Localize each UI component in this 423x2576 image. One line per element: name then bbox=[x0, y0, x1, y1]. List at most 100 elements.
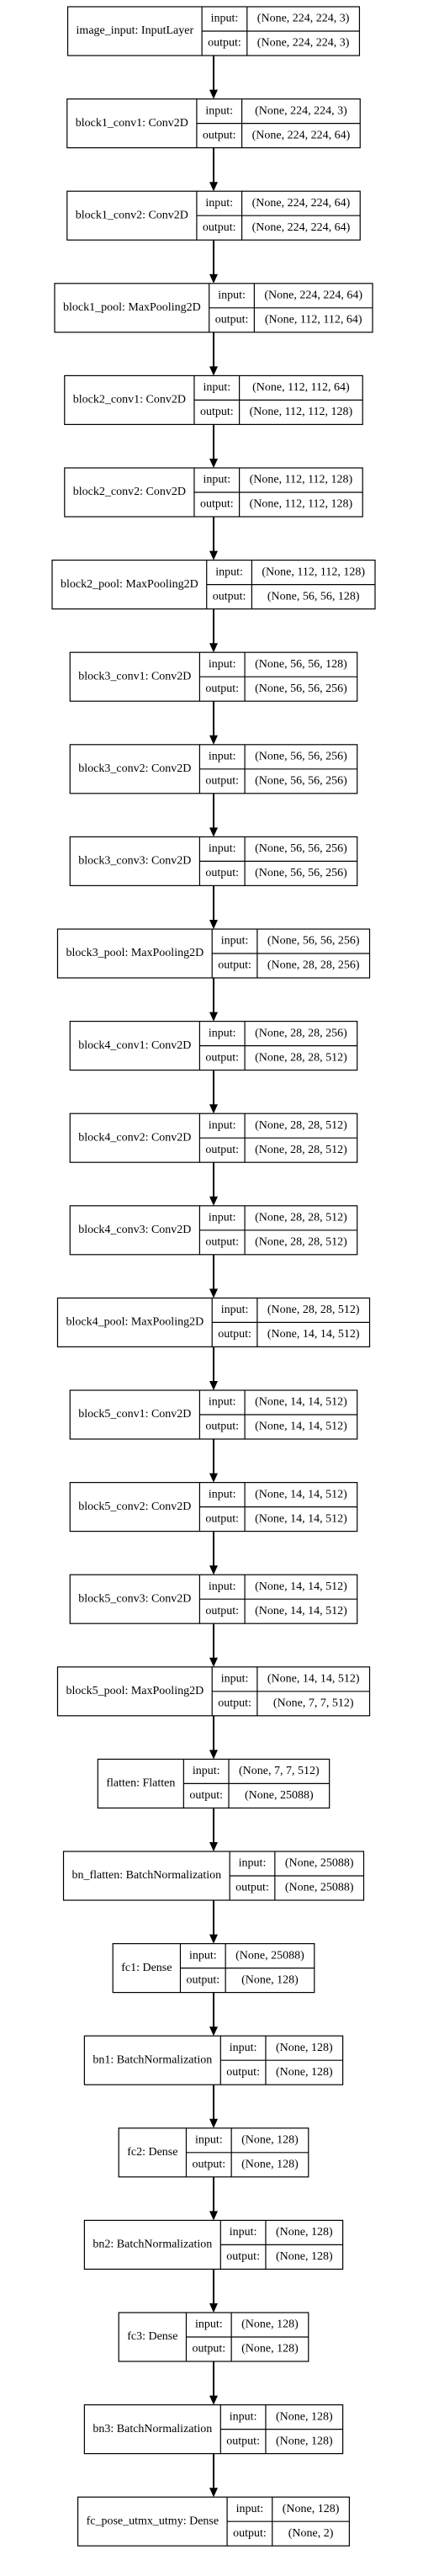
node-16-output-label: output: bbox=[205, 1512, 239, 1525]
layer-node-19: flatten: Flatten input: output: (None, 7, 7… bbox=[97, 1758, 330, 1809]
layer-node-25: fc3: Dense input: output: (None, 128) (None,… bbox=[118, 2312, 309, 2362]
node-25-input-shape: (None, 128) bbox=[241, 2318, 299, 2331]
node-7-output-label: output: bbox=[205, 683, 239, 695]
node-13-input-shape: (None, 28, 28, 512) bbox=[255, 1212, 347, 1224]
node-0-input-shape: (None, 224, 224, 3) bbox=[257, 13, 350, 25]
node-25-layer-name: fc3: Dense bbox=[127, 2330, 177, 2343]
node-18-input-label: input: bbox=[221, 1673, 249, 1686]
edge-12-arrowhead bbox=[209, 1196, 218, 1206]
node-6-output-label: output: bbox=[213, 590, 246, 603]
node-9-layer-name: block3_conv3: Conv2D bbox=[78, 855, 191, 868]
node-18-layer-name: block5_pool: MaxPooling2D bbox=[66, 1685, 204, 1697]
edge-19-arrowhead bbox=[209, 1842, 218, 1851]
node-4-output-label: output: bbox=[200, 406, 234, 418]
node-18-output-label: output: bbox=[218, 1697, 251, 1710]
node-12-output-shape: (None, 28, 28, 512) bbox=[255, 1144, 347, 1156]
node-26-input-label: input: bbox=[230, 2410, 257, 2423]
node-2-layer-name: block1_conv2: Conv2D bbox=[76, 209, 188, 221]
node-14-input-label: input: bbox=[221, 1304, 249, 1316]
node-17-input-shape: (None, 14, 14, 512) bbox=[255, 1580, 347, 1593]
node-3-input-shape: (None, 224, 224, 64) bbox=[264, 289, 362, 302]
node-17-input-label: input: bbox=[209, 1580, 236, 1593]
node-1-output-label: output: bbox=[203, 129, 236, 141]
node-6-input-shape: (None, 112, 112, 128) bbox=[262, 566, 365, 578]
node-1-layer-name: block1_conv1: Conv2D bbox=[76, 117, 188, 130]
node-0-input-label: input: bbox=[211, 13, 239, 25]
layer-node-21: fc1: Dense input: output: (None, 25088) (Non… bbox=[112, 1943, 315, 1994]
layer-node-5: block2_conv2: Conv2D input: output: (None, … bbox=[64, 467, 363, 518]
node-10-output-shape: (None, 28, 28, 256) bbox=[267, 959, 360, 972]
node-21-input-label: input: bbox=[189, 1949, 217, 1962]
node-7-layer-name: block3_conv1: Conv2D bbox=[78, 670, 191, 683]
node-5-output-label: output: bbox=[200, 498, 234, 511]
node-14-output-shape: (None, 14, 14, 512) bbox=[267, 1328, 360, 1341]
node-15-input-shape: (None, 14, 14, 512) bbox=[255, 1396, 347, 1409]
node-5-output-shape: (None, 112, 112, 128) bbox=[250, 498, 353, 511]
edge-2-arrowhead bbox=[209, 274, 218, 284]
edge-5-arrowhead bbox=[209, 550, 218, 560]
node-15-output-shape: (None, 14, 14, 512) bbox=[255, 1421, 347, 1433]
layer-node-24: bn2: BatchNormalization input: output: (Non… bbox=[83, 2219, 344, 2270]
node-25-output-label: output: bbox=[192, 2343, 225, 2356]
node-27-input-shape: (None, 128) bbox=[283, 2503, 340, 2515]
node-5-layer-name: block2_conv2: Conv2D bbox=[73, 486, 186, 498]
node-13-output-label: output: bbox=[205, 1236, 239, 1249]
layer-node-18: block5_pool: MaxPooling2D input: output: (N… bbox=[56, 1666, 371, 1717]
node-1-input-label: input: bbox=[205, 104, 233, 117]
edge-4-arrowhead bbox=[209, 459, 218, 468]
layer-node-4: block2_conv1: Conv2D input: output: (None, … bbox=[64, 374, 363, 425]
node-13-layer-name: block4_conv3: Conv2D bbox=[78, 1224, 191, 1236]
layer-node-13: block4_conv3: Conv2D input: output: (None, … bbox=[69, 1205, 358, 1256]
node-21-layer-name: fc1: Dense bbox=[121, 1962, 172, 1974]
node-24-output-label: output: bbox=[226, 2250, 260, 2263]
layer-node-14: block4_pool: MaxPooling2D input: output: (N… bbox=[56, 1297, 371, 1348]
layer-node-0: image_input: InputLayer input: output: (Non… bbox=[66, 6, 361, 56]
node-17-output-label: output: bbox=[205, 1605, 239, 1617]
edge-22-arrowhead bbox=[209, 2118, 218, 2128]
node-22-input-label: input: bbox=[230, 2042, 257, 2054]
node-9-input-shape: (None, 56, 56, 256) bbox=[255, 842, 347, 855]
node-15-layer-name: block5_conv1: Conv2D bbox=[78, 1408, 191, 1421]
node-19-output-shape: (None, 25088) bbox=[245, 1789, 314, 1802]
node-0-output-label: output: bbox=[208, 37, 241, 50]
node-5-input-shape: (None, 112, 112, 128) bbox=[250, 474, 353, 486]
node-16-input-label: input: bbox=[209, 1488, 236, 1500]
edge-17-arrowhead bbox=[209, 1657, 218, 1667]
node-8-output-shape: (None, 56, 56, 256) bbox=[255, 775, 347, 788]
node-21-output-label: output: bbox=[186, 1973, 219, 1986]
node-15-input-label: input: bbox=[209, 1396, 236, 1409]
node-2-input-label: input: bbox=[205, 197, 233, 210]
node-19-input-shape: (None, 7, 7, 512) bbox=[239, 1765, 320, 1777]
node-1-output-shape: (None, 224, 224, 64) bbox=[252, 129, 351, 141]
node-19-layer-name: flatten: Flatten bbox=[106, 1777, 175, 1790]
node-3-output-label: output: bbox=[215, 314, 249, 327]
edge-18-arrowhead bbox=[209, 1750, 218, 1760]
node-8-output-label: output: bbox=[205, 775, 239, 788]
node-22-input-shape: (None, 128) bbox=[276, 2042, 333, 2054]
node-22-output-label: output: bbox=[226, 2066, 260, 2079]
node-10-layer-name: block3_pool: MaxPooling2D bbox=[66, 947, 204, 959]
edge-13-arrowhead bbox=[209, 1288, 218, 1299]
edge-11-arrowhead bbox=[209, 1104, 218, 1114]
node-3-layer-name: block1_pool: MaxPooling2D bbox=[63, 301, 201, 314]
edge-8-arrowhead bbox=[209, 827, 218, 837]
node-12-input-shape: (None, 28, 28, 512) bbox=[255, 1119, 347, 1132]
node-10-input-shape: (None, 56, 56, 256) bbox=[267, 935, 360, 948]
node-26-layer-name: bn3: BatchNormalization bbox=[93, 2423, 212, 2435]
node-11-output-shape: (None, 28, 28, 512) bbox=[255, 1051, 347, 1064]
edge-16-arrowhead bbox=[209, 1565, 218, 1575]
layer-node-3: block1_pool: MaxPooling2D input: output: (N… bbox=[54, 283, 373, 333]
node-22-layer-name: bn1: BatchNormalization bbox=[93, 2053, 212, 2066]
edge-15-arrowhead bbox=[209, 1473, 218, 1483]
node-10-input-label: input: bbox=[221, 935, 249, 948]
node-23-input-shape: (None, 128) bbox=[241, 2134, 299, 2147]
node-0-output-shape: (None, 224, 224, 3) bbox=[257, 37, 350, 50]
node-27-layer-name: fc_pose_utmx_utmy: Dense bbox=[87, 2515, 219, 2527]
edge-9-arrowhead bbox=[209, 920, 218, 929]
layer-node-20: bn_flatten: BatchNormalization input: outp… bbox=[62, 1851, 365, 1901]
node-17-layer-name: block5_conv3: Conv2D bbox=[78, 1592, 191, 1605]
node-6-input-label: input: bbox=[215, 566, 243, 578]
node-19-input-label: input: bbox=[193, 1765, 220, 1777]
node-19-output-label: output: bbox=[189, 1789, 223, 1802]
